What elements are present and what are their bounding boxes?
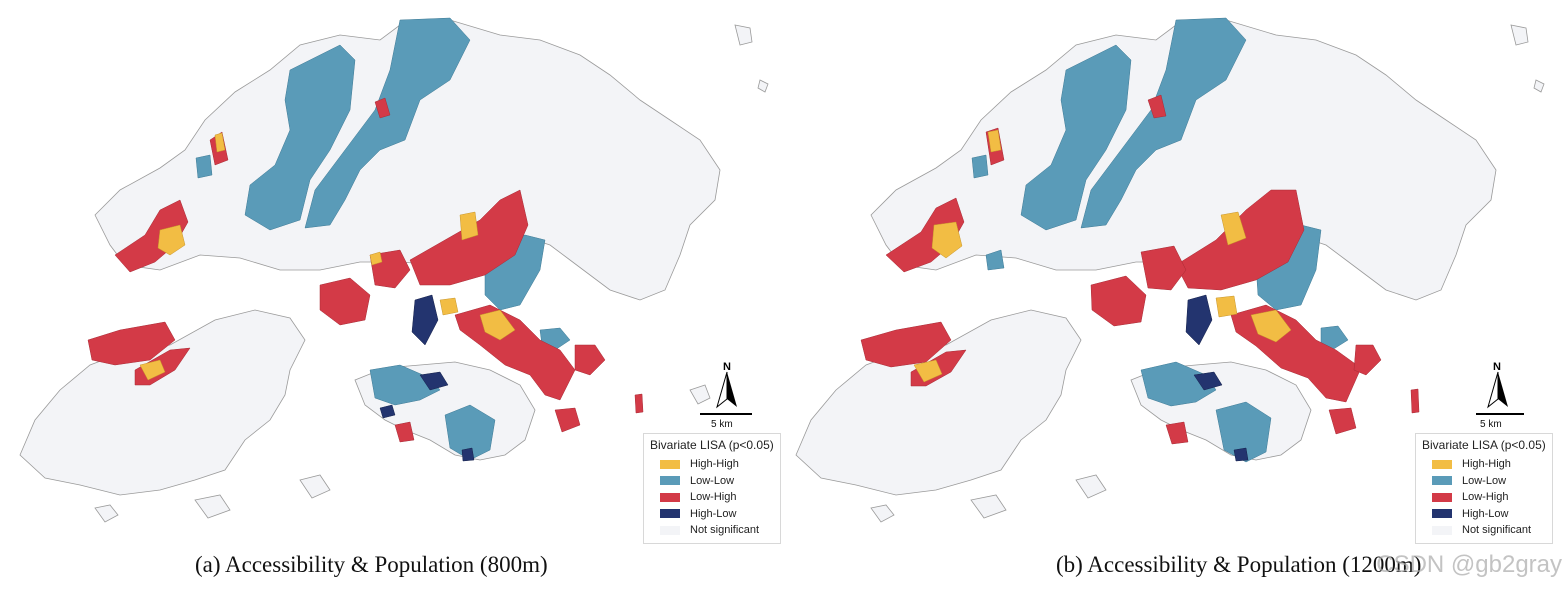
lisa-map-1200m (795, 17, 1545, 523)
scale-bar-label: 5 km (711, 419, 733, 430)
north-arrow-icon (700, 371, 752, 415)
legend-item-high-low: High-Low (650, 506, 774, 523)
legend-swatch (1432, 509, 1452, 519)
legend-swatch (1432, 492, 1452, 502)
legend: Bivariate LISA (p<0.05) High-High Low-Lo… (643, 433, 781, 544)
high-low-areas (1185, 294, 1249, 462)
panel-caption: (b) Accessibility & Population (1200m) (1056, 552, 1422, 577)
panel-caption: (a) Accessibility & Population (800m) (195, 552, 548, 577)
legend-item-not-significant: Not significant (1422, 522, 1546, 539)
legend-item-low-high: Low-High (1422, 489, 1546, 506)
legend-swatch (1432, 476, 1452, 486)
legend-swatch (660, 525, 680, 535)
north-label: N (723, 361, 731, 373)
legend-swatch (660, 509, 680, 519)
legend-item-high-high: High-High (1422, 456, 1546, 473)
legend-item-high-low: High-Low (1422, 506, 1546, 523)
legend-swatch (1432, 525, 1452, 535)
lisa-map-800m (19, 17, 769, 523)
legend-item-low-low: Low-Low (650, 473, 774, 490)
map-panel-1200m: N 5 km Bivariate LISA (p<0.05) High-High… (776, 0, 1560, 594)
low-low-areas (971, 17, 1349, 463)
legend-title: Bivariate LISA (p<0.05) (1422, 438, 1546, 452)
scale-bar-label: 5 km (1480, 419, 1502, 430)
legend-item-low-high: Low-High (650, 489, 774, 506)
legend-swatch (660, 476, 680, 486)
legend-item-high-high: High-High (650, 456, 774, 473)
legend-swatch (660, 492, 680, 502)
watermark: CSDN @gb2gray (1376, 551, 1562, 578)
high-low-areas (379, 294, 475, 462)
map-panel-800m: N 5 km Bivariate LISA (p<0.05) High-High… (19, 17, 781, 577)
high-high-areas (139, 132, 516, 381)
legend-item-low-low: Low-Low (1422, 473, 1546, 490)
legend: Bivariate LISA (p<0.05) High-High Low-Lo… (1415, 433, 1553, 544)
legend-title: Bivariate LISA (p<0.05) (650, 438, 774, 452)
legend-swatch (660, 459, 680, 469)
north-label: N (1493, 361, 1501, 373)
north-arrow-icon (1476, 371, 1524, 415)
legend-item-not-significant: Not significant (650, 522, 774, 539)
legend-swatch (1432, 459, 1452, 469)
high-high-areas (913, 129, 1292, 383)
